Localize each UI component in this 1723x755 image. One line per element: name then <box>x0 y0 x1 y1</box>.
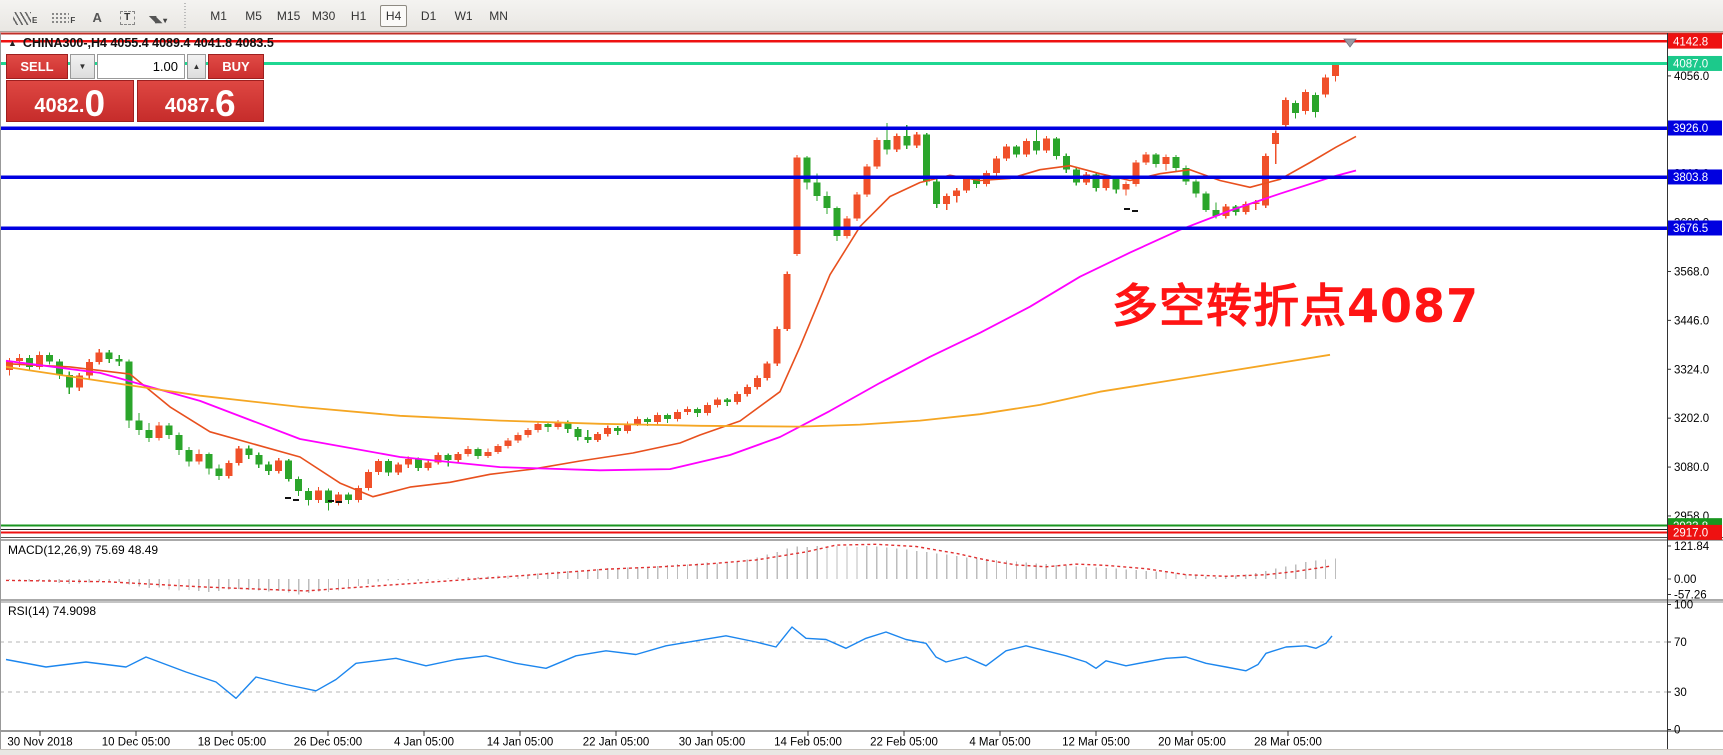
macd-signal-line <box>5 543 1333 592</box>
buy-button[interactable]: BUY <box>208 54 264 79</box>
time-axis-label: 14 Jan 05:00 <box>487 737 554 749</box>
svg-text:4142.8: 4142.8 <box>1673 36 1708 48</box>
time-axis-label: 22 Jan 05:00 <box>583 737 650 749</box>
volume-spinner-up[interactable]: ▲ <box>187 54 206 79</box>
letter-a-icon: A <box>92 9 102 25</box>
macd-indicator-label: MACD(12,26,9) 75.69 48.49 <box>8 543 159 557</box>
collapse-triangle-icon[interactable]: ▲ <box>8 38 17 48</box>
symbol-ohlc-text: CHINA300-,H4 4055.4 4089.4 4041.8 4083.5 <box>22 36 274 50</box>
bid-price-tile[interactable]: 4082. 0 <box>6 80 134 122</box>
chevron-up-icon: ▲ <box>192 62 201 71</box>
candlestick-series <box>6 62 1340 511</box>
horizontal-level-lines <box>0 39 1667 534</box>
axis-tick-label: 3080.0 <box>1674 462 1709 474</box>
axis-tick-label: 4056.0 <box>1674 71 1709 83</box>
rsi-line <box>5 626 1333 699</box>
bid-price-main: 4082. <box>34 95 85 117</box>
svg-text:3803.8: 3803.8 <box>1673 172 1708 184</box>
timeframe-button-m30[interactable]: M30 <box>311 8 336 23</box>
axis-tick-label: -57.26 <box>1674 590 1707 602</box>
time-axis-label: 30 Jan 05:00 <box>679 737 746 749</box>
hatch-lines-icon <box>13 11 31 25</box>
axis-tick-label: 100 <box>1674 600 1693 612</box>
volume-input[interactable] <box>97 54 185 79</box>
axis-tick-label: 30 <box>1674 687 1687 699</box>
price-tag: 3676.5 <box>1668 220 1722 236</box>
time-axis-label: 10 Dec 05:00 <box>102 737 170 749</box>
timeframe-button-d1[interactable]: D1 <box>420 8 437 23</box>
axis-tick-label: 70 <box>1674 637 1687 649</box>
axis-tick-label: 0.00 <box>1674 574 1696 586</box>
text-label-tool[interactable]: T <box>114 4 140 28</box>
svg-text:3926.0: 3926.0 <box>1673 123 1708 135</box>
text-tool[interactable]: A <box>84 4 110 28</box>
arrows-tool[interactable]: ◥◣ ▾ <box>144 4 172 28</box>
time-axis-label: 14 Feb 05:00 <box>774 737 842 749</box>
fibonacci-tool[interactable]: F <box>46 4 80 28</box>
one-click-trade-panel: SELL ▼ ▲ BUY 4082.0 4087.6 <box>6 54 264 122</box>
axis-tick-label: 3568.0 <box>1674 266 1709 278</box>
ask-price-big-digit: 6 <box>214 82 236 124</box>
axis-tick-label: 3446.0 <box>1674 315 1709 327</box>
time-axis-label: 22 Feb 05:00 <box>870 737 938 749</box>
time-axis-label: 28 Mar 05:00 <box>1254 737 1322 749</box>
text-label-icon: T <box>119 10 135 25</box>
bid-price-big-digit: 0 <box>84 82 106 124</box>
macd-histogram <box>8 545 1337 595</box>
toolbar-separator <box>182 2 188 29</box>
price-tag: 2917.0 <box>1668 524 1722 540</box>
time-axis-label: 26 Dec 05:00 <box>294 737 362 749</box>
chevron-down-icon: ▾ <box>163 15 168 25</box>
volume-dropdown-button[interactable]: ▼ <box>70 54 95 79</box>
drawing-tools-group: E F A T ◥◣ ▾ <box>0 4 172 28</box>
timeframe-button-m1[interactable]: M1 <box>210 8 227 23</box>
chart-text-annotation: 多空转折点4087 <box>1112 279 1480 333</box>
status-strip <box>0 749 1723 755</box>
pane-borders <box>0 32 1723 749</box>
time-axis-label: 18 Dec 05:00 <box>198 737 266 749</box>
dotted-grid-icon <box>51 11 70 25</box>
price-tag: 3803.8 <box>1668 169 1722 185</box>
price-tag: 4142.8 <box>1668 33 1722 49</box>
mid-ma-line <box>5 169 1357 472</box>
price-tag: 4087.0 <box>1668 55 1722 71</box>
timeframe-button-h1[interactable]: H1 <box>350 8 367 23</box>
sell-button[interactable]: SELL <box>6 54 68 79</box>
toolbar: E F A T ◥◣ ▾ M1 M5 M15 M30 H1 H4 D1 W1 MN <box>0 0 1723 32</box>
arrows-icon: ◥◣ <box>149 13 162 24</box>
axis-tick-label: 121.84 <box>1674 541 1710 553</box>
ask-price-tile[interactable]: 4087. 6 <box>136 80 264 124</box>
svg-text:3676.5: 3676.5 <box>1673 223 1708 235</box>
chart-ohlc-header: ▲ CHINA300-,H4 4055.4 4089.4 4041.8 4083… <box>8 36 274 50</box>
price-tag: 3926.0 <box>1668 120 1722 136</box>
timeframe-button-h4[interactable]: H4 <box>380 4 408 27</box>
time-axis-label: 20 Mar 05:00 <box>1158 737 1226 749</box>
slow-ma-line <box>5 353 1331 428</box>
axis-tick-label: 3324.0 <box>1674 364 1709 376</box>
channels-tool[interactable]: E <box>8 4 42 28</box>
timeframe-button-w1[interactable]: W1 <box>454 8 473 23</box>
fast-ma-line <box>5 135 1357 498</box>
svg-text:4087.0: 4087.0 <box>1673 59 1708 71</box>
arrow-object-marker <box>1343 38 1357 48</box>
time-axis-label: 12 Mar 05:00 <box>1062 737 1130 749</box>
time-axis-label: 4 Mar 05:00 <box>969 737 1030 749</box>
timeframe-buttons-group: M1 M5 M15 M30 H1 H4 D1 W1 MN <box>195 4 514 27</box>
timeframe-button-mn[interactable]: MN <box>489 8 508 23</box>
rsi-indicator-label: RSI(14) 74.9098 <box>8 604 97 618</box>
axis-tick-label: 3202.0 <box>1674 413 1709 425</box>
axis-tick-label: 0 <box>1674 725 1680 737</box>
time-axis: 30 Nov 2018 10 Dec 05:00 18 Dec 05:00 26 De… <box>7 731 1322 749</box>
time-axis-label: 30 Nov 2018 <box>7 737 72 749</box>
timeframe-button-m5[interactable]: M5 <box>245 8 262 23</box>
ask-price-main: 4087. <box>164 95 215 117</box>
chevron-down-icon: ▼ <box>78 62 87 71</box>
svg-text:2917.0: 2917.0 <box>1673 528 1708 540</box>
time-axis-label: 4 Jan 05:00 <box>394 737 454 749</box>
timeframe-button-m15[interactable]: M15 <box>276 8 301 23</box>
